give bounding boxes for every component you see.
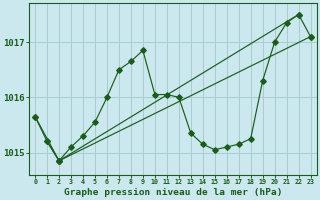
X-axis label: Graphe pression niveau de la mer (hPa): Graphe pression niveau de la mer (hPa) xyxy=(64,188,282,197)
